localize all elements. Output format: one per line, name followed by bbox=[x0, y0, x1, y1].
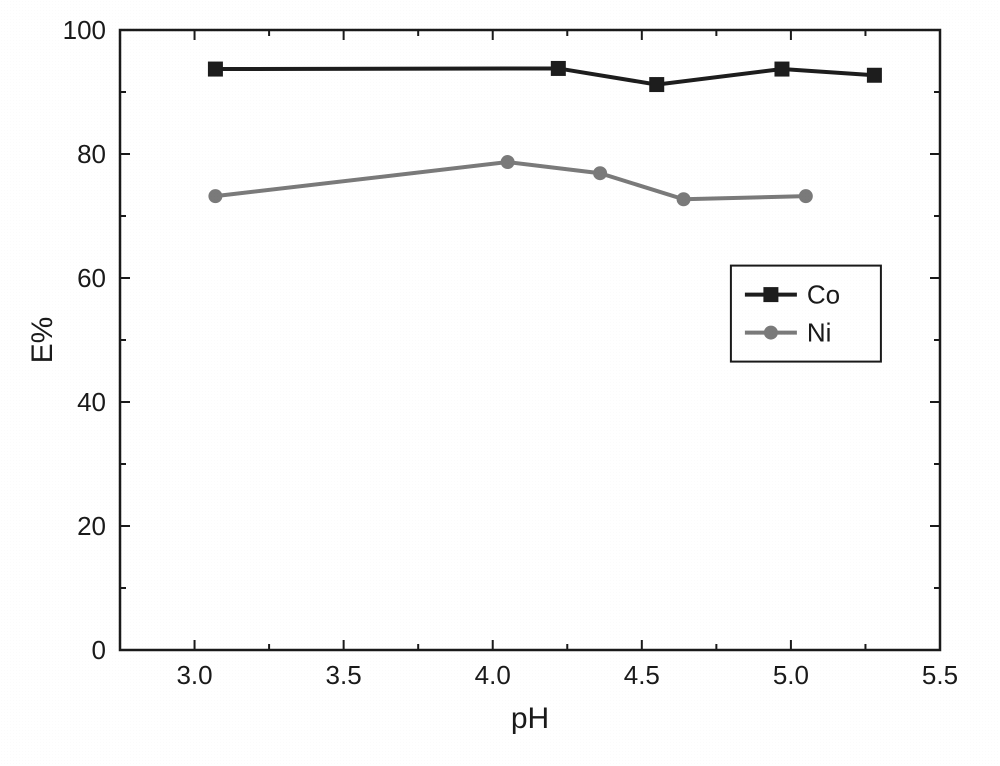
y-axis-label: E% bbox=[26, 317, 59, 364]
chart-container: 3.0 3.5 4.0 4.5 5.0 5.5 0 20 40 60 80 100 pH E% Co Ni bbox=[0, 0, 1000, 766]
marker-circle bbox=[501, 156, 514, 169]
legend-frame bbox=[731, 266, 881, 362]
marker-square bbox=[867, 68, 881, 82]
marker-square bbox=[650, 78, 664, 92]
y-tick-label: 100 bbox=[63, 15, 106, 45]
marker-circle bbox=[764, 326, 777, 339]
legend: Co Ni bbox=[731, 266, 881, 362]
x-tick-label: 3.5 bbox=[326, 660, 362, 690]
line-chart: 3.0 3.5 4.0 4.5 5.0 5.5 0 20 40 60 80 100 pH E% Co Ni bbox=[0, 0, 1000, 766]
marker-circle bbox=[677, 193, 690, 206]
y-tick-label: 60 bbox=[77, 263, 106, 293]
marker-square bbox=[764, 288, 778, 302]
x-tick-label: 5.0 bbox=[773, 660, 809, 690]
y-tick-label: 20 bbox=[77, 511, 106, 541]
marker-square bbox=[208, 62, 222, 76]
x-axis-label: pH bbox=[511, 702, 549, 735]
marker-square bbox=[775, 62, 789, 76]
y-tick-label: 80 bbox=[77, 139, 106, 169]
marker-square bbox=[551, 61, 565, 75]
legend-label: Ni bbox=[807, 318, 832, 348]
marker-circle bbox=[209, 190, 222, 203]
x-tick-label: 3.0 bbox=[176, 660, 212, 690]
legend-label: Co bbox=[807, 280, 840, 310]
x-tick-label: 5.5 bbox=[922, 660, 958, 690]
marker-circle bbox=[594, 167, 607, 180]
y-tick-label: 0 bbox=[92, 635, 106, 665]
x-tick-label: 4.0 bbox=[475, 660, 511, 690]
x-tick-label: 4.5 bbox=[624, 660, 660, 690]
marker-circle bbox=[799, 190, 812, 203]
y-tick-label: 40 bbox=[77, 387, 106, 417]
